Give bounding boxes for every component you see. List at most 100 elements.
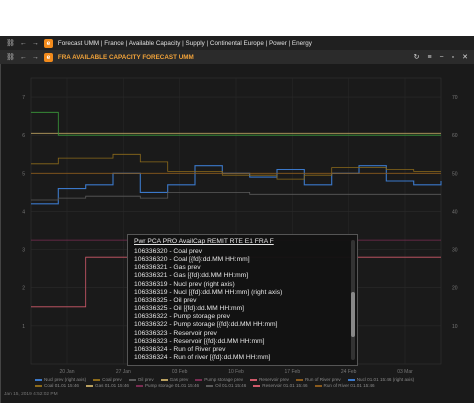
legend-item[interactable]: Pump storage prev <box>195 377 243 383</box>
menu-icon[interactable]: ≡ <box>427 53 432 61</box>
legend-label: Gas prev <box>169 377 189 382</box>
tooltip-item: 106336324 - Run of river [{fd}:dd.MM HH:… <box>134 354 271 362</box>
back-arrow-icon[interactable]: ← <box>19 53 27 61</box>
legend-item[interactable]: Reservoir 01.01 15:46 <box>253 383 308 389</box>
legend-label: Reservoir 01.01 15:46 <box>262 383 308 388</box>
series-line-gas-green <box>31 111 441 136</box>
legend-label: Coal 01.01 15:46 <box>44 383 79 388</box>
tooltip-scrollbar[interactable] <box>351 240 355 360</box>
legend-item[interactable]: Nucl prev (right axis) <box>35 377 86 383</box>
tooltip-item: 106336323 - Reservoir [{fd}:dd.MM HH:mm] <box>134 337 265 345</box>
legend-swatch <box>314 385 322 387</box>
legend-item[interactable]: Pump storage 01.01 15:46 <box>135 383 200 389</box>
chart-panel[interactable]: 1 2 3 4 5 6 7 10 20 30 40 50 60 70 20 Jan 27 Jan 03 Feb 1… <box>0 64 474 403</box>
legend-label: Run of River 01.01 15:46 <box>323 383 375 388</box>
y-tick-label-right: 20 <box>452 286 458 292</box>
legend-swatch <box>128 379 136 381</box>
y-tick-label-left: 6 <box>22 133 25 139</box>
series-tooltip: Pwr PCA PRO AvailCap REMIT RTE E1 FRA F … <box>127 234 358 366</box>
y-tick-label-right: 10 <box>452 324 458 330</box>
legend-item[interactable]: Nucl 01.01 15:46 (right axis) <box>347 377 415 383</box>
legend-swatch <box>86 385 93 387</box>
window-controls: ↻ ≡ − ▫ ✕ <box>414 50 468 64</box>
tooltip-item: 106336322 - Pump storage prev <box>134 313 230 321</box>
back-arrow-icon[interactable]: ← <box>19 39 27 47</box>
legend-swatch <box>35 385 42 387</box>
y-tick-label-left: 1 <box>22 324 25 330</box>
tooltip-item: 106336323 - Reservoir prev <box>134 329 217 337</box>
tooltip-item: 106336319 - Nucl [{fd}:dd.MM HH:mm] (rig… <box>134 288 283 296</box>
x-tick-label: 27 Jan <box>116 369 131 375</box>
legend-label: Reservoir prev <box>259 377 289 382</box>
tooltip-item: 106336319 - Nucl prev (right axis) <box>134 280 235 288</box>
maximize-icon[interactable]: ▫ <box>451 53 455 61</box>
legend-label: Nucl prev (right axis) <box>44 377 87 382</box>
x-tick-label: 17 Feb <box>285 369 301 375</box>
close-icon[interactable]: ✕ <box>462 54 468 61</box>
legend-item[interactable]: Oil prev <box>128 377 154 383</box>
app-logo-icon: e <box>43 38 53 48</box>
tooltip-item: 106336320 - Coal prev <box>134 248 203 255</box>
legend-item[interactable]: Run of River prev <box>295 377 341 383</box>
legend-label: Nucl 01.01 15:46 (right axis) <box>356 377 415 382</box>
series-line-oil <box>31 192 441 201</box>
x-tick-label: 03 Feb <box>172 369 188 375</box>
legend-label: Gas 01.01 15:46 <box>95 383 129 388</box>
legend-label: Pump storage prev <box>204 377 244 382</box>
tooltip-item: 106336321 - Gas [{fd}:dd.MM HH:mm] <box>134 272 249 280</box>
x-tick-label: 24 Feb <box>341 369 357 375</box>
legend-item[interactable]: Coal 01.01 15:46 <box>35 383 79 389</box>
legend-swatch <box>295 379 303 381</box>
tooltip-item: 106336325 - Oil prev <box>134 296 197 304</box>
legend-item[interactable]: Run of River 01.01 15:46 <box>314 383 375 389</box>
legend-item[interactable]: Reservoir prev <box>250 377 289 383</box>
app-logo-icon: e <box>43 52 53 62</box>
legend-swatch <box>35 379 42 381</box>
forward-arrow-icon[interactable]: → <box>31 39 39 47</box>
minimize-icon[interactable]: − <box>439 53 444 61</box>
y-tick-label-left: 7 <box>22 95 25 101</box>
legend-label: Coal prev <box>102 377 122 382</box>
tooltip-item: 106336321 - Gas prev <box>134 264 201 272</box>
legend-label: Run of River prev <box>304 377 341 382</box>
tooltip-item: 106336324 - Run of River prev <box>134 345 226 353</box>
y-tick-label-right: 30 <box>452 248 458 254</box>
y-tick-label-right: 40 <box>452 209 458 215</box>
y-tick-label-left: 3 <box>22 248 25 254</box>
legend-swatch <box>195 379 203 381</box>
legend-label: Oil 01.01 15:46 <box>215 383 247 388</box>
legend-label: Pump storage 01.01 15:46 <box>144 383 200 388</box>
legend-swatch <box>253 385 261 387</box>
tooltip-item: 106336320 - Coal [{fd}:dd.MM HH:mm] <box>134 256 250 264</box>
legend-item[interactable]: Coal prev <box>93 377 122 383</box>
tooltip-item: 106336322 - Pump storage [{fd}:dd.MM HH:… <box>134 321 278 329</box>
x-tick-label: 20 Jan <box>59 369 74 375</box>
legend-label: Oil prev <box>137 377 154 382</box>
legend-swatch <box>347 379 355 381</box>
legend-swatch <box>160 379 168 381</box>
x-tick-label: 03 Mar <box>397 369 413 375</box>
tooltip-title: Pwr PCA PRO AvailCap REMIT RTE E1 FRA F <box>134 238 274 245</box>
tooltip-item: 106336325 - Oil [{fd}:dd.MM HH:mm] <box>134 305 245 313</box>
legend-item[interactable]: Gas 01.01 15:46 <box>86 383 129 389</box>
y-tick-label-left: 5 <box>22 171 25 177</box>
legend-item[interactable]: Oil 01.01 15:46 <box>206 383 246 389</box>
y-tick-label-right: 70 <box>452 95 458 101</box>
refresh-icon[interactable]: ↻ <box>413 54 420 61</box>
timestamp: Jan 15, 2019 4:52:02 PM <box>4 392 58 397</box>
tooltip-scrollbar-thumb[interactable] <box>351 292 355 337</box>
legend-swatch <box>135 385 143 387</box>
legend-swatch <box>250 379 258 381</box>
browser-bar: ⛓ ← → e Forecast UMM | France | Availabl… <box>0 36 474 50</box>
y-tick-label-right: 50 <box>452 171 458 177</box>
chart-canvas[interactable]: 1 2 3 4 5 6 7 10 20 30 40 50 60 70 20 Jan 27 Jan 03 Feb 1… <box>1 64 474 403</box>
legend-item[interactable]: Gas prev <box>160 377 189 383</box>
link-icon[interactable]: ⛓ <box>6 40 15 47</box>
chart-title: FRA AVAILABLE CAPACITY FORECAST UMM <box>57 53 194 61</box>
link-icon[interactable]: ⛓ <box>6 54 15 61</box>
legend-swatch <box>93 379 101 381</box>
forward-arrow-icon[interactable]: → <box>31 53 39 61</box>
chart-legend: Nucl prev (right axis) Coal prev Oil prev G… <box>35 377 455 389</box>
chart-window-title-bar: ⛓ ← → e FRA AVAILABLE CAPACITY FORECAST … <box>0 50 474 64</box>
legend-swatch <box>206 385 214 387</box>
